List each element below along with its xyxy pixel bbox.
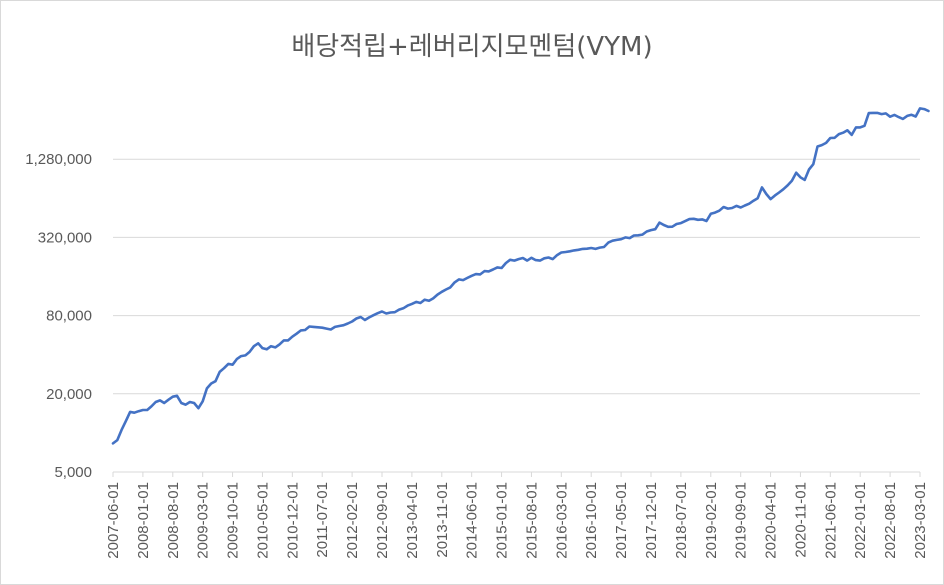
x-tick-label: 2019-09-01 xyxy=(733,482,750,559)
x-tick-label: 2013-11-01 xyxy=(434,482,451,558)
x-tick-label: 2017-12-01 xyxy=(643,482,660,559)
x-tick-label: 2008-01-01 xyxy=(135,482,152,559)
x-tick-label: 2014-06-01 xyxy=(464,482,481,559)
x-axis: 2007-06-01 2008-01-01 2008-08-01 2009-03-01… xyxy=(105,471,929,559)
x-tick-label: 2007-06-01 xyxy=(105,482,122,559)
chart-title: 배당적립+레버리지모멘텀(VYM) xyxy=(291,32,652,62)
x-tick-label: 2015-08-01 xyxy=(523,482,540,559)
x-tick-label: 2020-04-01 xyxy=(763,482,780,559)
x-tick-label: 2016-03-01 xyxy=(553,482,570,559)
x-tick-label: 2010-05-01 xyxy=(254,482,271,559)
x-tick-label: 2022-08-01 xyxy=(882,482,899,559)
series-layer xyxy=(111,107,930,445)
x-tick-label: 2013-04-01 xyxy=(404,482,421,559)
y-tick-label: 80,000 xyxy=(46,308,92,325)
x-tick-label: 2020-11-01 xyxy=(792,482,809,558)
x-tick-label: 2008-08-01 xyxy=(165,482,182,559)
x-tick-label: 2009-03-01 xyxy=(195,482,212,559)
x-tick-label: 2019-02-01 xyxy=(703,482,720,559)
x-tick-label: 2021-06-01 xyxy=(822,482,839,559)
x-tick-label: 2018-07-01 xyxy=(673,482,690,559)
x-tick-label: 2016-10-01 xyxy=(583,482,600,559)
x-tick-label: 2010-12-01 xyxy=(284,482,301,559)
x-tick-label: 2015-01-01 xyxy=(494,482,511,559)
series-line xyxy=(111,107,930,445)
y-tick-label: 20,000 xyxy=(46,386,92,403)
y-tick-label: 5,000 xyxy=(54,464,92,481)
x-tick-label: 2023-03-01 xyxy=(912,482,929,559)
gridlines xyxy=(113,158,920,395)
y-axis: 5,000 20,000 80,000 320,000 1,280,000 xyxy=(25,151,92,481)
x-tick-label: 2022-01-01 xyxy=(852,482,869,559)
x-tick-label: 2012-09-01 xyxy=(374,482,391,559)
y-tick-label: 320,000 xyxy=(38,229,92,246)
x-tick-label: 2017-05-01 xyxy=(613,482,630,559)
x-tick-label: 2012-02-01 xyxy=(344,482,361,559)
y-tick-label: 1,280,000 xyxy=(25,151,92,168)
x-tick-label: 2011-07-01 xyxy=(314,482,331,558)
x-tick-label: 2009-10-01 xyxy=(225,482,242,559)
